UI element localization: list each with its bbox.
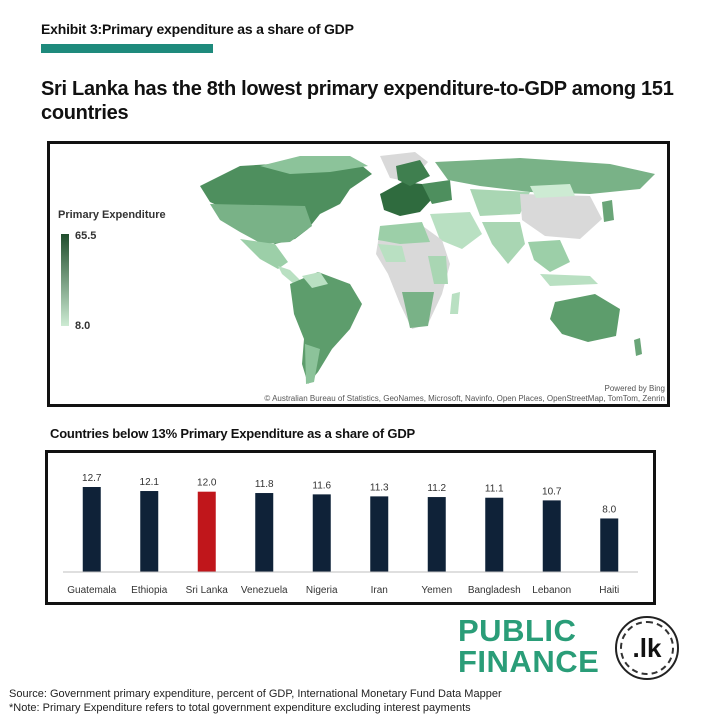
category-label: Nigeria: [306, 585, 338, 596]
bar-iran: [370, 496, 389, 572]
data-label: 11.6: [312, 480, 331, 491]
legend-title: Primary Expenditure: [58, 209, 166, 221]
world-map[interactable]: Primary Expenditure 65.5 8.0 Powered by …: [47, 141, 670, 407]
map-region-southern-africa: [402, 292, 434, 328]
category-label: Haiti: [599, 585, 619, 596]
data-label: 12.7: [82, 473, 102, 484]
page-title: Sri Lanka has the 8th lowest primary exp…: [41, 78, 674, 124]
map-region-south-cone: [305, 344, 320, 384]
map-region-central-asia: [470, 189, 530, 216]
category-label: Yemen: [421, 585, 452, 596]
map-region-russia: [435, 158, 655, 194]
map-region-west-africa: [378, 244, 406, 262]
exhibit-underline: [41, 44, 213, 53]
data-label: 8.0: [602, 504, 616, 515]
bar-haiti: [600, 518, 619, 572]
bar-lebanon: [542, 500, 561, 572]
map-region-australia: [550, 294, 620, 342]
map-region-japan: [602, 200, 614, 222]
bar-bangladesh: [485, 497, 504, 572]
source-text: Source: Government primary expenditure, …: [9, 688, 502, 700]
category-label: Iran: [371, 585, 388, 596]
map-region-mexico: [240, 239, 288, 269]
legend-max-value: 65.5: [75, 230, 97, 242]
map-region-east-africa: [428, 256, 448, 284]
map-region-mongolia: [530, 184, 575, 198]
logo-line-2: FINANCE: [458, 644, 600, 679]
footer-notes: Source: Government primary expenditure, …: [9, 687, 502, 715]
category-label: Guatemala: [67, 585, 116, 596]
legend-min-value: 8.0: [75, 320, 91, 332]
logo-badge-icon: .lk: [615, 616, 679, 680]
map-region-alaska-canada-north: [260, 156, 368, 174]
logo-wordmark: PUBLIC FINANCE: [458, 615, 599, 677]
exhibit-label: Exhibit 3:Primary expenditure as a share…: [41, 21, 354, 37]
public-finance-logo: PUBLIC FINANCE .lk: [458, 615, 683, 680]
note-text: *Note: Primary Expenditure refers to tot…: [9, 702, 471, 714]
data-label: 11.3: [370, 482, 389, 493]
bar-chart: 12.7 Guatemala 12.1 Ethiopia 12.0 Sri Lanka 11…: [63, 473, 638, 596]
data-label: 11.8: [255, 479, 274, 490]
map-region-china: [520, 194, 602, 239]
logo-line-1: PUBLIC: [458, 613, 577, 648]
map-region-southeast-asia: [528, 240, 570, 272]
map-region-indonesia: [540, 274, 598, 286]
map-attribution: © Australian Bureau of Statistics, GeoNa…: [264, 394, 665, 403]
choropleth-map: [200, 152, 655, 384]
map-region-new-zealand: [634, 338, 642, 356]
bar-chart-frame: 12.7 Guatemala 12.1 Ethiopia 12.0 Sri Lanka 11…: [45, 450, 656, 605]
data-label: 12.1: [140, 477, 160, 488]
map-region-europe: [380, 182, 432, 216]
map-region-north-africa: [378, 222, 430, 244]
data-label: 10.7: [542, 486, 562, 497]
map-region-venezuela: [302, 272, 328, 288]
legend-color-scale: [61, 234, 69, 326]
map-region-usa: [210, 204, 312, 244]
category-label: Ethiopia: [131, 585, 168, 596]
bar-ethiopia: [140, 491, 159, 572]
bar-sri-lanka: [197, 491, 216, 572]
category-label: Bangladesh: [468, 585, 521, 596]
map-region-south-asia: [482, 222, 525, 264]
category-label: Venezuela: [241, 585, 288, 596]
map-region-scandinavia: [396, 160, 430, 186]
data-label: 12.0: [197, 478, 217, 489]
bar-yemen: [427, 497, 446, 572]
map-region-madagascar: [450, 292, 460, 314]
map-region-north-america: [200, 162, 372, 244]
chart-title: Countries below 13% Primary Expenditure …: [50, 426, 415, 441]
logo-badge-text: .lk: [632, 632, 662, 663]
map-region-eastern-europe: [422, 180, 452, 204]
map-region-middle-east: [430, 212, 482, 249]
map-region-south-america: [290, 272, 362, 384]
category-label: Sri Lanka: [186, 585, 229, 596]
bar-guatemala: [82, 487, 101, 572]
powered-by-text: Powered by Bing: [604, 384, 665, 393]
category-label: Lebanon: [532, 585, 571, 596]
bar-nigeria: [312, 494, 331, 572]
bar-venezuela: [255, 493, 274, 572]
data-label: 11.2: [427, 483, 446, 494]
data-label: 11.1: [485, 484, 504, 495]
map-region-central-america: [278, 266, 302, 284]
